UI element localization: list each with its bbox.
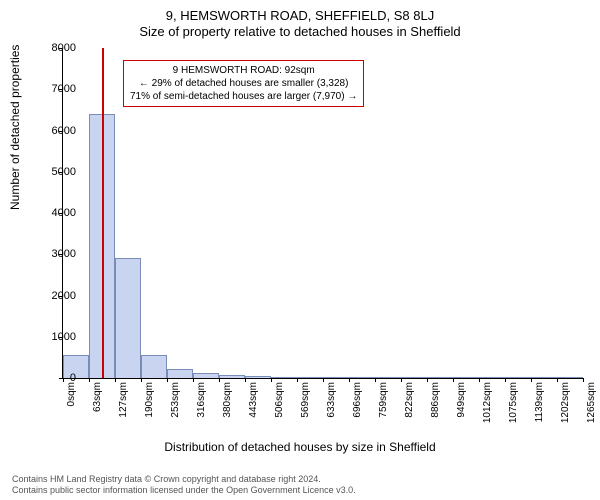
xtick-label: 569sqm xyxy=(300,382,311,432)
xtick-label: 63sqm xyxy=(92,382,103,432)
xtick-mark xyxy=(141,378,142,382)
histogram-bar xyxy=(115,258,141,378)
xtick-mark xyxy=(479,378,480,382)
histogram-bar xyxy=(245,376,271,378)
xtick-label: 506sqm xyxy=(274,382,285,432)
xtick-mark xyxy=(115,378,116,382)
xtick-label: 1075sqm xyxy=(508,382,519,432)
xtick-mark xyxy=(219,378,220,382)
footer-text: Contains HM Land Registry data © Crown c… xyxy=(12,474,356,496)
chart-title: 9, HEMSWORTH ROAD, SHEFFIELD, S8 8LJ xyxy=(0,0,600,23)
histogram-bar xyxy=(531,377,557,378)
xtick-label: 1139sqm xyxy=(534,382,545,432)
xtick-mark xyxy=(583,378,584,382)
xtick-label: 822sqm xyxy=(404,382,415,432)
xtick-label: 443sqm xyxy=(248,382,259,432)
histogram-bar xyxy=(505,377,531,378)
xtick-label: 949sqm xyxy=(456,382,467,432)
ytick-label: 1000 xyxy=(26,331,76,343)
xtick-mark xyxy=(245,378,246,382)
footer-line1: Contains HM Land Registry data © Crown c… xyxy=(12,474,356,485)
histogram-bar xyxy=(167,369,193,378)
xtick-label: 633sqm xyxy=(326,382,337,432)
xtick-label: 1265sqm xyxy=(586,382,597,432)
xtick-label: 253sqm xyxy=(170,382,181,432)
xtick-mark xyxy=(557,378,558,382)
footer-line2: Contains public sector information licen… xyxy=(12,485,356,496)
annotation-line1: 9 HEMSWORTH ROAD: 92sqm xyxy=(130,64,357,77)
xtick-mark xyxy=(505,378,506,382)
annotation-box: 9 HEMSWORTH ROAD: 92sqm← 29% of detached… xyxy=(123,60,364,107)
x-axis-label: Distribution of detached houses by size … xyxy=(0,440,600,454)
xtick-label: 190sqm xyxy=(144,382,155,432)
ytick-label: 5000 xyxy=(26,166,76,178)
ytick-label: 2000 xyxy=(26,290,76,302)
histogram-bar xyxy=(375,377,401,378)
ytick-label: 0 xyxy=(26,372,76,384)
xtick-mark xyxy=(453,378,454,382)
xtick-mark xyxy=(349,378,350,382)
histogram-bar xyxy=(219,375,245,378)
histogram-bar xyxy=(349,377,375,378)
xtick-label: 380sqm xyxy=(222,382,233,432)
ytick-label: 7000 xyxy=(26,83,76,95)
xtick-mark xyxy=(427,378,428,382)
xtick-label: 127sqm xyxy=(118,382,129,432)
xtick-mark xyxy=(323,378,324,382)
xtick-mark xyxy=(271,378,272,382)
ytick-label: 3000 xyxy=(26,248,76,260)
chart-container: 9, HEMSWORTH ROAD, SHEFFIELD, S8 8LJ Siz… xyxy=(0,0,600,500)
xtick-mark xyxy=(297,378,298,382)
xtick-mark xyxy=(167,378,168,382)
xtick-label: 1012sqm xyxy=(482,382,493,432)
histogram-bar xyxy=(427,377,453,378)
annotation-line3: 71% of semi-detached houses are larger (… xyxy=(130,90,357,103)
annotation-line2: ← 29% of detached houses are smaller (3,… xyxy=(130,77,357,90)
xtick-label: 0sqm xyxy=(66,382,77,432)
histogram-bar xyxy=(401,377,427,378)
xtick-mark xyxy=(193,378,194,382)
y-axis-label: Number of detached properties xyxy=(8,45,22,210)
xtick-mark xyxy=(375,378,376,382)
histogram-bar xyxy=(141,355,167,379)
xtick-label: 759sqm xyxy=(378,382,389,432)
histogram-bar xyxy=(557,377,583,378)
xtick-mark xyxy=(401,378,402,382)
xtick-mark xyxy=(531,378,532,382)
plot-area: 0sqm63sqm127sqm190sqm253sqm316sqm380sqm4… xyxy=(62,48,583,379)
histogram-bar xyxy=(323,377,349,378)
ytick-label: 4000 xyxy=(26,207,76,219)
property-marker-line xyxy=(102,48,104,378)
chart-subtitle: Size of property relative to detached ho… xyxy=(0,23,600,39)
histogram-bar xyxy=(453,377,479,378)
histogram-bar xyxy=(271,377,297,378)
histogram-bar xyxy=(193,373,219,378)
xtick-label: 696sqm xyxy=(352,382,363,432)
xtick-label: 1202sqm xyxy=(560,382,571,432)
histogram-bar xyxy=(297,377,323,378)
ytick-label: 6000 xyxy=(26,125,76,137)
ytick-label: 8000 xyxy=(26,42,76,54)
xtick-label: 886sqm xyxy=(430,382,441,432)
xtick-mark xyxy=(89,378,90,382)
histogram-bar xyxy=(479,377,505,378)
xtick-label: 316sqm xyxy=(196,382,207,432)
